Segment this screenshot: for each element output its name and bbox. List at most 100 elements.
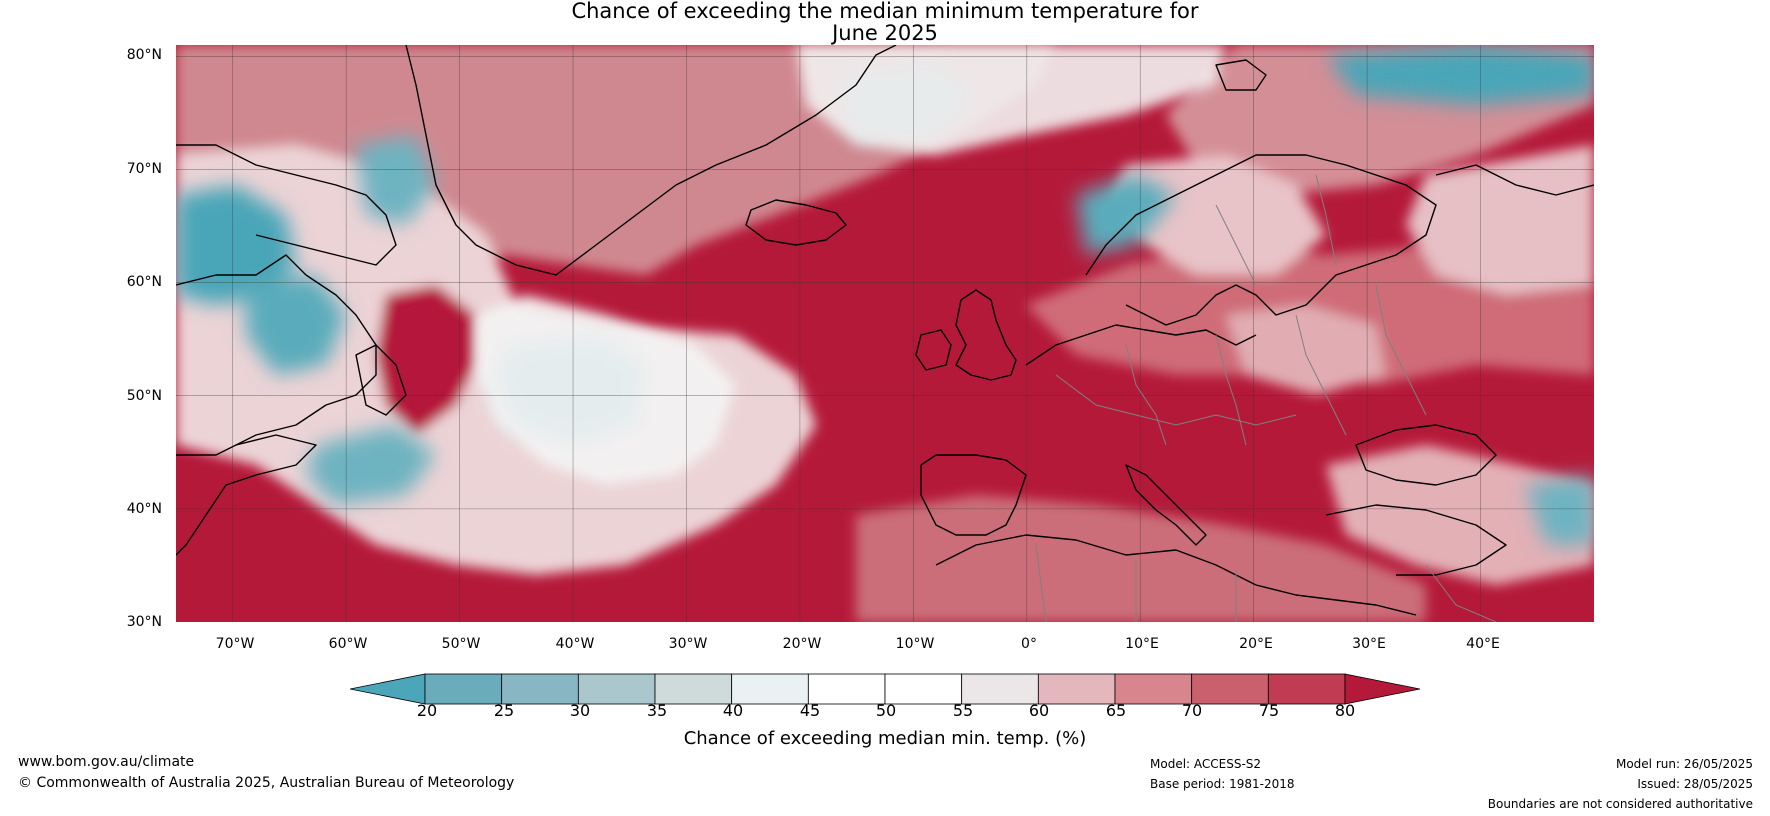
coastline-iceland <box>745 199 847 246</box>
colorbar-segment <box>1037 673 1116 705</box>
coastline-black-sea <box>1355 424 1497 486</box>
colorbar-segment <box>884 673 963 705</box>
website-link[interactable]: www.bom.gov.au/climate <box>18 754 195 770</box>
coastlines <box>176 45 1594 616</box>
lat-label-70n: 70°N <box>126 161 162 177</box>
chart-title-line-2: June 2025 <box>832 21 938 45</box>
border-levant <box>1425 564 1497 622</box>
colorbar-tick-40: 40 <box>722 701 744 720</box>
coastline-ireland <box>915 329 952 371</box>
colorbar-tick-30: 30 <box>569 701 591 720</box>
zone-nova-scotia-low <box>306 425 436 505</box>
colorbar-segment <box>424 673 503 705</box>
colorbar-segment <box>1191 673 1269 705</box>
lon-label-40w: 40°W <box>555 636 595 652</box>
model-run-text: Model run: 26/05/2025 <box>1615 757 1753 771</box>
zone-north-africa-mid <box>856 495 1426 622</box>
colorbar-tick-60: 60 <box>1028 701 1050 720</box>
lat-label-40n: 40°N <box>126 501 162 517</box>
colorbar-tick-50: 50 <box>875 701 897 720</box>
zone-labrador-low <box>246 275 346 375</box>
zone-baffin-low <box>176 185 296 305</box>
border-europe-2 <box>1125 344 1167 446</box>
coastline-scandinavia <box>1085 154 1437 326</box>
colorbar-tick-75: 75 <box>1258 701 1280 720</box>
zone-norway-low <box>1076 175 1176 255</box>
base-period-text: Base period: 1981-2018 <box>1150 777 1295 791</box>
lon-label-60w: 60°W <box>328 636 368 652</box>
lon-label-20e: 20°E <box>1239 636 1273 652</box>
coastline-iberia <box>920 454 1027 536</box>
coastline-baffin <box>176 144 397 266</box>
colorbar-segment <box>577 673 656 705</box>
issued-text: Issued: 28/05/2025 <box>1637 777 1753 791</box>
colorbar-segment <box>654 673 733 705</box>
zone-caspian-low <box>1526 475 1594 545</box>
lat-label-60n: 60°N <box>126 274 162 290</box>
lon-label-50w: 50°W <box>441 636 481 652</box>
coastline-great-britain <box>955 289 1017 381</box>
coastline-nova-scotia <box>176 434 317 556</box>
lat-label-50n: 50°N <box>126 388 162 404</box>
coastline-newfoundland <box>355 344 407 416</box>
zone-central-europe-pale <box>1226 305 1386 395</box>
lon-label-10e: 10°E <box>1125 636 1159 652</box>
country-borders <box>1035 174 1497 622</box>
colorbar-tick-65: 65 <box>1105 701 1127 720</box>
colorbar-tick-45: 45 <box>799 701 821 720</box>
zone-atlantic-neutral <box>476 295 736 485</box>
lon-label-20w: 20°W <box>782 636 822 652</box>
lon-label-70w: 70°W <box>215 636 255 652</box>
lat-label-80n: 80°N <box>126 47 162 63</box>
colorbar-segment <box>807 673 886 705</box>
colorbar-segment <box>1267 673 1346 705</box>
coastline-svalbard <box>1215 59 1267 91</box>
coastline-russia-arctic <box>1435 164 1594 196</box>
border-finland <box>1315 174 1337 266</box>
border-scandinavia <box>1215 204 1257 286</box>
model-text: Model: ACCESS-S2 <box>1150 757 1262 771</box>
colorbar <box>350 673 1420 705</box>
lon-label-10w: 10°W <box>895 636 935 652</box>
colorbar-segments <box>350 673 1420 705</box>
colorbar-tick-20: 20 <box>416 701 438 720</box>
map-graticule <box>176 45 1594 622</box>
lon-label-30w: 30°W <box>668 636 708 652</box>
probability-zones <box>176 45 1594 622</box>
colorbar-segment <box>731 673 809 705</box>
colorbar-tick-55: 55 <box>952 701 974 720</box>
border-europe-4 <box>1295 314 1347 436</box>
colorbar-tick-25: 25 <box>493 701 515 720</box>
coastline-anatolia <box>1325 504 1507 576</box>
zone-barents-low <box>1326 45 1594 105</box>
zone-russia-pale <box>1406 145 1594 295</box>
colorbar-segment <box>1114 673 1193 705</box>
colorbar-tick-80: 80 <box>1334 701 1356 720</box>
colorbar-arrow-high <box>1344 673 1420 705</box>
chart-title-line-1: Chance of exceeding the median minimum t… <box>571 0 1199 23</box>
colorbar-label: Chance of exceeding median min. temp. (%… <box>683 728 1087 749</box>
zone-scandinavia-pale <box>1106 155 1326 275</box>
lon-label-0: 0° <box>1021 636 1037 652</box>
border-europe-3 <box>1215 334 1247 446</box>
coastline-greenland <box>405 45 897 276</box>
zone-davis-strait-low <box>356 135 436 225</box>
colorbar-tick-35: 35 <box>646 701 668 720</box>
colorbar-segment <box>501 673 579 705</box>
colorbar-segment <box>961 673 1039 705</box>
border-europe-5 <box>1375 284 1427 416</box>
border-europe-1 <box>1055 374 1297 426</box>
colorbar-arrow-low <box>350 673 426 705</box>
lon-label-40e: 40°E <box>1466 636 1500 652</box>
colorbar-tick-70: 70 <box>1181 701 1203 720</box>
probability-map <box>176 45 1594 622</box>
lat-label-30n: 30°N <box>126 614 162 630</box>
zone-anatolia-pale <box>1326 445 1594 585</box>
coastline-europe <box>1025 324 1257 366</box>
border-north-africa <box>1035 544 1237 622</box>
zone-newfoundland-high <box>376 285 476 435</box>
copyright-text: © Commonwealth of Australia 2025, Austra… <box>18 775 515 791</box>
lon-label-30e: 30°E <box>1352 636 1386 652</box>
coastline-italy <box>1125 464 1207 546</box>
disclaimer-text: Boundaries are not considered authoritat… <box>1487 797 1753 811</box>
